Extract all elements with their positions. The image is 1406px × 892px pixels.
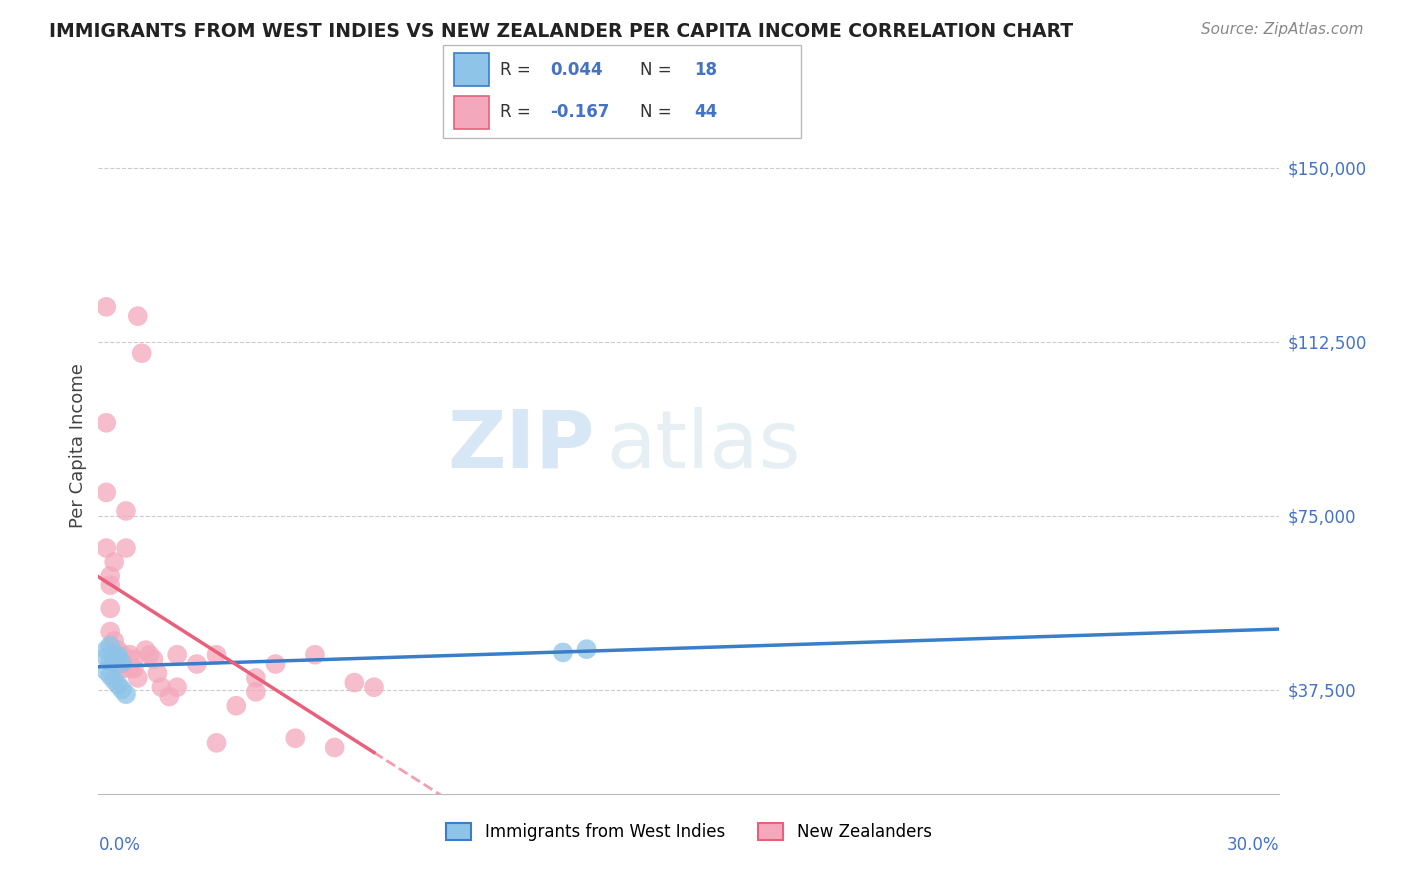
Point bbox=[363, 680, 385, 694]
Point bbox=[323, 740, 346, 755]
Point bbox=[138, 648, 160, 662]
Point bbox=[127, 671, 149, 685]
Point bbox=[96, 664, 118, 678]
Y-axis label: Per Capita Income: Per Capita Income bbox=[69, 364, 87, 528]
Point bbox=[107, 648, 129, 663]
Text: Source: ZipAtlas.com: Source: ZipAtlas.com bbox=[1201, 22, 1364, 37]
Point bbox=[118, 648, 141, 662]
Point bbox=[205, 648, 228, 662]
Point bbox=[98, 601, 121, 615]
Text: R =: R = bbox=[501, 103, 531, 121]
Point bbox=[107, 651, 129, 665]
Point bbox=[98, 578, 121, 592]
FancyBboxPatch shape bbox=[443, 45, 801, 138]
Point bbox=[107, 657, 129, 671]
Point bbox=[135, 643, 157, 657]
Point bbox=[111, 648, 134, 662]
Text: N =: N = bbox=[640, 61, 672, 78]
Point bbox=[245, 685, 267, 699]
Legend: Immigrants from West Indies, New Zealanders: Immigrants from West Indies, New Zealand… bbox=[440, 817, 938, 848]
Text: R =: R = bbox=[501, 61, 531, 78]
Point bbox=[186, 657, 208, 671]
Text: 44: 44 bbox=[695, 103, 717, 121]
Point bbox=[115, 687, 138, 701]
Point bbox=[96, 643, 118, 657]
Point bbox=[98, 624, 121, 639]
Point bbox=[98, 569, 121, 583]
Text: ZIP: ZIP bbox=[447, 407, 595, 485]
Point bbox=[131, 346, 153, 360]
Text: 0.044: 0.044 bbox=[551, 61, 603, 78]
Point bbox=[98, 639, 121, 653]
Point bbox=[98, 668, 121, 682]
Point bbox=[103, 633, 125, 648]
Point bbox=[264, 657, 287, 671]
Point bbox=[122, 652, 145, 666]
Point bbox=[96, 416, 118, 430]
Point bbox=[166, 648, 188, 662]
Point bbox=[150, 680, 173, 694]
Point bbox=[343, 675, 366, 690]
Point bbox=[96, 541, 118, 555]
Point bbox=[122, 662, 145, 676]
Point bbox=[111, 656, 134, 670]
Point bbox=[103, 653, 125, 667]
Point bbox=[103, 648, 125, 662]
Point bbox=[205, 736, 228, 750]
Point bbox=[118, 662, 141, 676]
Point bbox=[115, 541, 138, 555]
Point bbox=[575, 642, 598, 657]
Point bbox=[111, 662, 134, 676]
FancyBboxPatch shape bbox=[454, 96, 489, 129]
Point bbox=[304, 648, 326, 662]
Point bbox=[284, 731, 307, 746]
Point bbox=[157, 690, 180, 704]
Point bbox=[225, 698, 247, 713]
Point bbox=[146, 666, 169, 681]
Point bbox=[96, 650, 118, 665]
Point bbox=[103, 652, 125, 666]
Point bbox=[166, 680, 188, 694]
Point bbox=[103, 673, 125, 688]
Point bbox=[107, 678, 129, 692]
Point bbox=[96, 485, 118, 500]
Text: 30.0%: 30.0% bbox=[1227, 836, 1279, 854]
Point bbox=[551, 645, 574, 659]
Text: N =: N = bbox=[640, 103, 672, 121]
Point bbox=[103, 652, 125, 666]
Text: 0.0%: 0.0% bbox=[98, 836, 141, 854]
Text: IMMIGRANTS FROM WEST INDIES VS NEW ZEALANDER PER CAPITA INCOME CORRELATION CHART: IMMIGRANTS FROM WEST INDIES VS NEW ZEALA… bbox=[49, 22, 1073, 41]
Point bbox=[115, 504, 138, 518]
FancyBboxPatch shape bbox=[454, 53, 489, 86]
Point bbox=[111, 682, 134, 697]
Text: atlas: atlas bbox=[606, 407, 800, 485]
Text: -0.167: -0.167 bbox=[551, 103, 610, 121]
Point bbox=[98, 655, 121, 669]
Point bbox=[96, 300, 118, 314]
Point bbox=[127, 309, 149, 323]
Point bbox=[245, 671, 267, 685]
Point bbox=[107, 643, 129, 657]
Text: 18: 18 bbox=[695, 61, 717, 78]
Point bbox=[103, 555, 125, 569]
Point bbox=[142, 652, 165, 666]
